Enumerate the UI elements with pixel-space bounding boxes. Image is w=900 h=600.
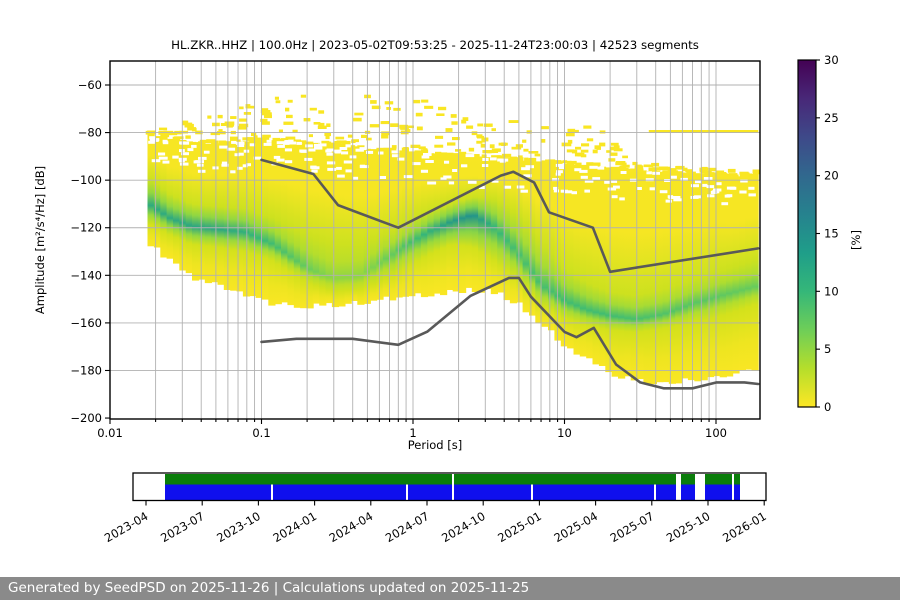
svg-text:−160: −160 xyxy=(70,316,102,330)
svg-text:30: 30 xyxy=(824,53,839,67)
svg-text:−60: −60 xyxy=(78,78,102,92)
tick-labels: 0.01 0.1 1 10 100 −60 −80 −100 −120 −140 −160 −180 −… xyxy=(70,78,727,440)
timeline-date-label: 2024-10 xyxy=(439,509,488,545)
svg-text:15: 15 xyxy=(824,227,839,241)
coverage-segment-blue xyxy=(656,484,676,500)
svg-text:0.01: 0.01 xyxy=(97,426,123,440)
footer-status-bar: Generated by SeedPSD on 2025-11-26 | Cal… xyxy=(0,577,900,600)
svg-text:−200: −200 xyxy=(70,411,102,425)
svg-text:−120: −120 xyxy=(70,221,102,235)
coverage-segment-green xyxy=(705,474,732,485)
svg-text:−180: −180 xyxy=(70,363,102,377)
coverage-segment-blue xyxy=(454,484,531,500)
timeline-date-axis: 2023-04 2023-07 2023-10 2024-01 2024-04 2024-… xyxy=(102,500,769,545)
coverage-segment-green xyxy=(454,474,676,485)
coverage-segment-green xyxy=(681,474,695,485)
timeline-date-label: 2026-01 xyxy=(720,509,769,545)
y-axis-label: Amplitude [m²/s⁴/Hz] [dB] xyxy=(33,165,47,315)
coverage-segment-blue xyxy=(273,484,406,500)
timeline-date-label: 2025-01 xyxy=(495,509,544,545)
x-axis-label: Period [s] xyxy=(407,438,463,452)
shelf-line xyxy=(648,130,759,133)
coverage-segment-blue xyxy=(408,484,452,500)
timeline-date-label: 2023-07 xyxy=(158,509,207,545)
svg-text:1: 1 xyxy=(409,426,416,440)
timeline-availability-bar: 2023-04 2023-07 2023-10 2024-01 2024-04 2024-… xyxy=(102,472,769,545)
svg-text:−140: −140 xyxy=(70,268,102,282)
timeline-date-label: 2025-04 xyxy=(551,509,600,545)
axes-frame: 0.01 0.1 1 10 100 −60 −80 −100 −120 −140 −160 −180 −… xyxy=(70,60,761,440)
coverage-segment-blue xyxy=(681,484,695,500)
timeline-date-label: 2025-10 xyxy=(664,509,713,545)
noise-model-lines xyxy=(260,158,760,390)
timeline-date-label: 2025-07 xyxy=(608,509,657,545)
coverage-segment-blue xyxy=(705,484,732,500)
nhnm-line xyxy=(260,158,760,274)
coverage-segment-blue xyxy=(533,484,654,500)
colorbar: 0 5 10 15 20 25 30 xyxy=(797,53,839,414)
svg-text:−80: −80 xyxy=(78,126,102,140)
grid-layer xyxy=(110,61,760,419)
nlnm-line xyxy=(260,276,760,390)
coverage-segment-green xyxy=(734,474,740,485)
timeline-date-label: 2024-04 xyxy=(327,509,376,545)
plot-title: HL.ZKR..HHZ | 100.0Hz | 2023-05-02T09:53… xyxy=(171,38,699,52)
svg-text:10: 10 xyxy=(557,426,572,440)
svg-text:25: 25 xyxy=(824,111,839,125)
svg-text:0.1: 0.1 xyxy=(252,426,270,440)
coverage-segment-blue xyxy=(165,484,271,500)
timeline-date-label: 2024-07 xyxy=(383,509,432,545)
svg-text:5: 5 xyxy=(824,342,831,356)
timeline-date-label: 2023-10 xyxy=(214,509,263,545)
svg-text:0: 0 xyxy=(824,400,831,414)
svg-text:100: 100 xyxy=(705,426,727,440)
svg-text:−100: −100 xyxy=(70,173,102,187)
ppsd-chart-canvas: 0.01 0.1 1 10 100−60−80−100−120−140−160−180−… xyxy=(70,53,839,545)
svg-text:10: 10 xyxy=(824,284,839,298)
coverage-segment-blue xyxy=(734,484,740,500)
footer-text: Generated by SeedPSD on 2025-11-26 | Cal… xyxy=(8,580,530,596)
svg-text:20: 20 xyxy=(824,169,839,183)
coverage-segment-green xyxy=(165,474,452,485)
timeline-date-label: 2024-01 xyxy=(270,509,319,545)
colorbar-label: [%] xyxy=(849,230,863,250)
timeline-date-label: 2023-04 xyxy=(102,509,151,545)
